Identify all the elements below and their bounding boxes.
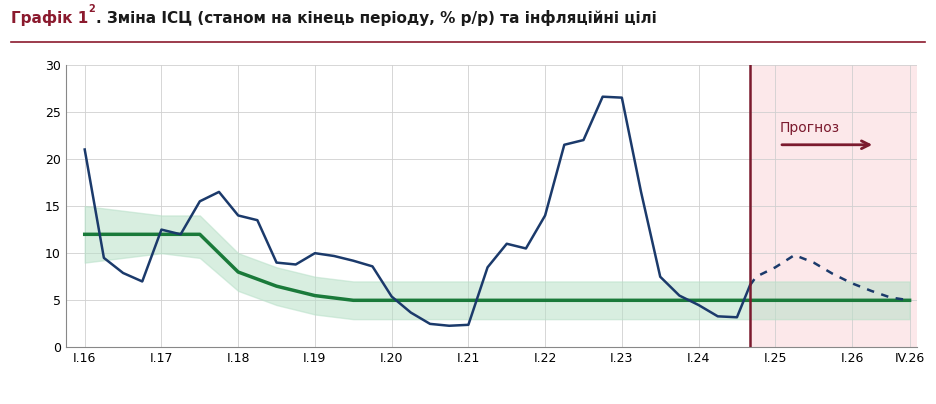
Text: Графік 1: Графік 1 [11, 10, 89, 26]
Text: Прогноз: Прогноз [779, 121, 840, 135]
Text: 2: 2 [89, 4, 95, 14]
Bar [750, 65, 917, 347]
Text: . Зміна ІСЦ (станом на кінець періоду, % р/р) та інфляційні цілі: . Зміна ІСЦ (станом на кінець періоду, %… [96, 10, 657, 26]
